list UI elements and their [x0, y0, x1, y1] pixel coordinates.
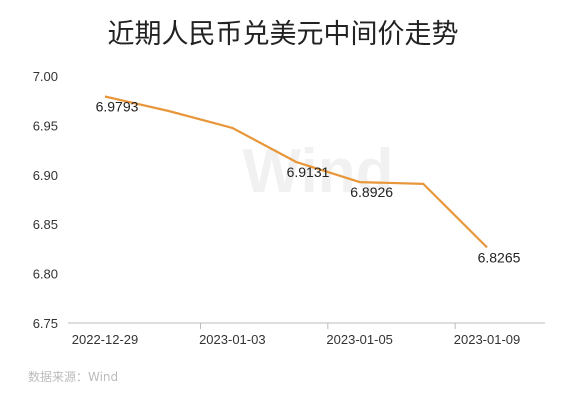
source-note: 数据来源：Wind [28, 369, 118, 384]
y-tick-label: 6.95 [33, 118, 58, 133]
y-tick-label: 6.80 [33, 267, 58, 282]
data-label: 6.9793 [96, 98, 139, 114]
y-tick-label: 7.00 [33, 69, 58, 84]
data-label: 6.8926 [350, 184, 393, 200]
data-label: 6.9131 [287, 164, 330, 180]
series-line [104, 95, 488, 249]
x-tick-label: 2023-01-03 [199, 332, 266, 347]
data-labels: 6.9793 6.9131 6.8926 6.8265 [96, 98, 521, 265]
x-tick-label: 2023-01-09 [454, 332, 521, 347]
y-tick-label: 6.90 [33, 168, 58, 183]
x-tick-label: 2022-12-29 [72, 332, 139, 347]
x-tick-label: 2023-01-05 [326, 332, 393, 347]
chart-title: 近期人民币兑美元中间价走势 [108, 19, 459, 50]
watermark-text: Wind [243, 137, 394, 206]
y-tick-label: 6.85 [33, 217, 58, 232]
x-axis-ticks: 2022-12-29 2023-01-03 2023-01-05 2023-01-09 [72, 323, 521, 347]
y-tick-label: 6.75 [33, 316, 58, 331]
y-axis-ticks: 7.00 6.95 6.90 6.85 6.80 6.75 [33, 69, 58, 331]
data-label: 6.8265 [478, 249, 521, 265]
